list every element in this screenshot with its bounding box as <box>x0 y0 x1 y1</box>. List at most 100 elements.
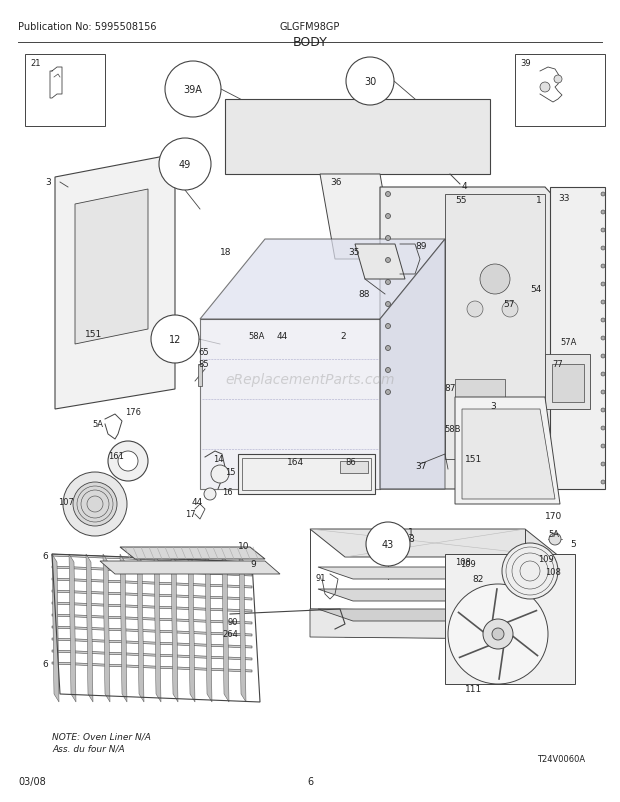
Text: 89: 89 <box>415 241 427 251</box>
Text: 39: 39 <box>520 59 531 68</box>
Polygon shape <box>55 155 175 410</box>
Polygon shape <box>52 626 252 636</box>
Polygon shape <box>120 547 265 559</box>
Circle shape <box>540 83 550 93</box>
Polygon shape <box>320 175 395 260</box>
Text: 65: 65 <box>198 347 208 357</box>
Text: 111: 111 <box>465 684 482 693</box>
Text: 88: 88 <box>358 290 370 298</box>
Circle shape <box>554 76 562 84</box>
Text: 9: 9 <box>250 559 255 569</box>
Circle shape <box>386 214 391 219</box>
Circle shape <box>601 229 605 233</box>
Ellipse shape <box>312 119 347 137</box>
Polygon shape <box>86 554 93 702</box>
Polygon shape <box>52 650 252 660</box>
Text: 10: 10 <box>238 541 249 550</box>
Text: 107: 107 <box>58 497 74 506</box>
Polygon shape <box>520 589 555 614</box>
Polygon shape <box>225 100 490 175</box>
Text: 17: 17 <box>185 509 196 518</box>
Text: Publication No: 5995508156: Publication No: 5995508156 <box>18 22 156 32</box>
Text: 03/08: 03/08 <box>18 776 46 786</box>
Polygon shape <box>455 398 560 504</box>
Bar <box>198 365 202 387</box>
Text: 108: 108 <box>545 567 561 577</box>
Circle shape <box>601 192 605 196</box>
Text: 55: 55 <box>455 196 466 205</box>
Text: 44: 44 <box>277 331 288 341</box>
Polygon shape <box>69 554 76 702</box>
Bar <box>552 365 584 403</box>
Text: 109: 109 <box>460 559 476 569</box>
Circle shape <box>601 427 605 431</box>
Text: 36: 36 <box>330 178 342 187</box>
Circle shape <box>165 62 221 118</box>
Text: 18: 18 <box>220 248 231 257</box>
Text: 87: 87 <box>444 383 456 392</box>
Circle shape <box>211 465 229 484</box>
Bar <box>515 55 605 127</box>
Bar <box>25 55 105 127</box>
Circle shape <box>159 139 211 191</box>
Text: GLGFM98GP: GLGFM98GP <box>280 22 340 32</box>
Polygon shape <box>238 455 375 494</box>
Polygon shape <box>52 602 252 612</box>
Polygon shape <box>205 554 212 702</box>
Polygon shape <box>310 610 560 639</box>
Circle shape <box>601 318 605 322</box>
Circle shape <box>386 346 391 351</box>
Text: 1: 1 <box>408 528 414 537</box>
Text: 33: 33 <box>558 194 570 203</box>
Bar <box>242 459 371 490</box>
Bar <box>455 379 505 410</box>
Circle shape <box>386 258 391 263</box>
Text: 37: 37 <box>415 461 427 471</box>
Polygon shape <box>103 554 110 702</box>
Circle shape <box>386 368 391 373</box>
Circle shape <box>502 302 518 318</box>
Text: 2: 2 <box>340 331 345 341</box>
Text: 12: 12 <box>169 334 181 345</box>
Text: 264: 264 <box>222 630 238 638</box>
Text: 58B: 58B <box>444 424 461 433</box>
Circle shape <box>601 354 605 358</box>
Polygon shape <box>52 638 252 648</box>
Bar <box>545 354 590 410</box>
Text: NOTE: Oven Liner N/A: NOTE: Oven Liner N/A <box>52 732 151 741</box>
Circle shape <box>601 282 605 286</box>
Polygon shape <box>318 589 555 602</box>
Text: T24V0060A: T24V0060A <box>537 754 585 763</box>
Text: eReplacementParts.com: eReplacementParts.com <box>225 373 395 387</box>
Text: 5A: 5A <box>92 419 103 428</box>
Circle shape <box>601 408 605 412</box>
Polygon shape <box>380 188 570 489</box>
Polygon shape <box>52 554 252 565</box>
Text: 15: 15 <box>225 468 236 476</box>
Circle shape <box>601 265 605 269</box>
Text: 1: 1 <box>536 196 542 205</box>
Bar <box>340 461 368 473</box>
Circle shape <box>601 211 605 215</box>
Text: 14: 14 <box>213 455 223 464</box>
Text: 4: 4 <box>462 182 467 191</box>
Polygon shape <box>100 561 280 574</box>
Polygon shape <box>550 188 605 489</box>
Text: 176: 176 <box>125 407 141 416</box>
Text: 85: 85 <box>198 359 208 369</box>
Circle shape <box>386 192 391 197</box>
Circle shape <box>151 316 199 363</box>
Polygon shape <box>137 554 144 702</box>
Circle shape <box>366 522 410 566</box>
Polygon shape <box>52 662 252 672</box>
Circle shape <box>386 302 391 307</box>
Polygon shape <box>52 614 252 624</box>
Ellipse shape <box>267 119 303 137</box>
Text: 109: 109 <box>538 554 554 563</box>
Circle shape <box>502 543 558 599</box>
Text: 58A: 58A <box>248 331 264 341</box>
Text: 57A: 57A <box>560 338 577 346</box>
Polygon shape <box>318 610 555 622</box>
Text: 57: 57 <box>503 300 515 309</box>
Polygon shape <box>462 410 555 500</box>
